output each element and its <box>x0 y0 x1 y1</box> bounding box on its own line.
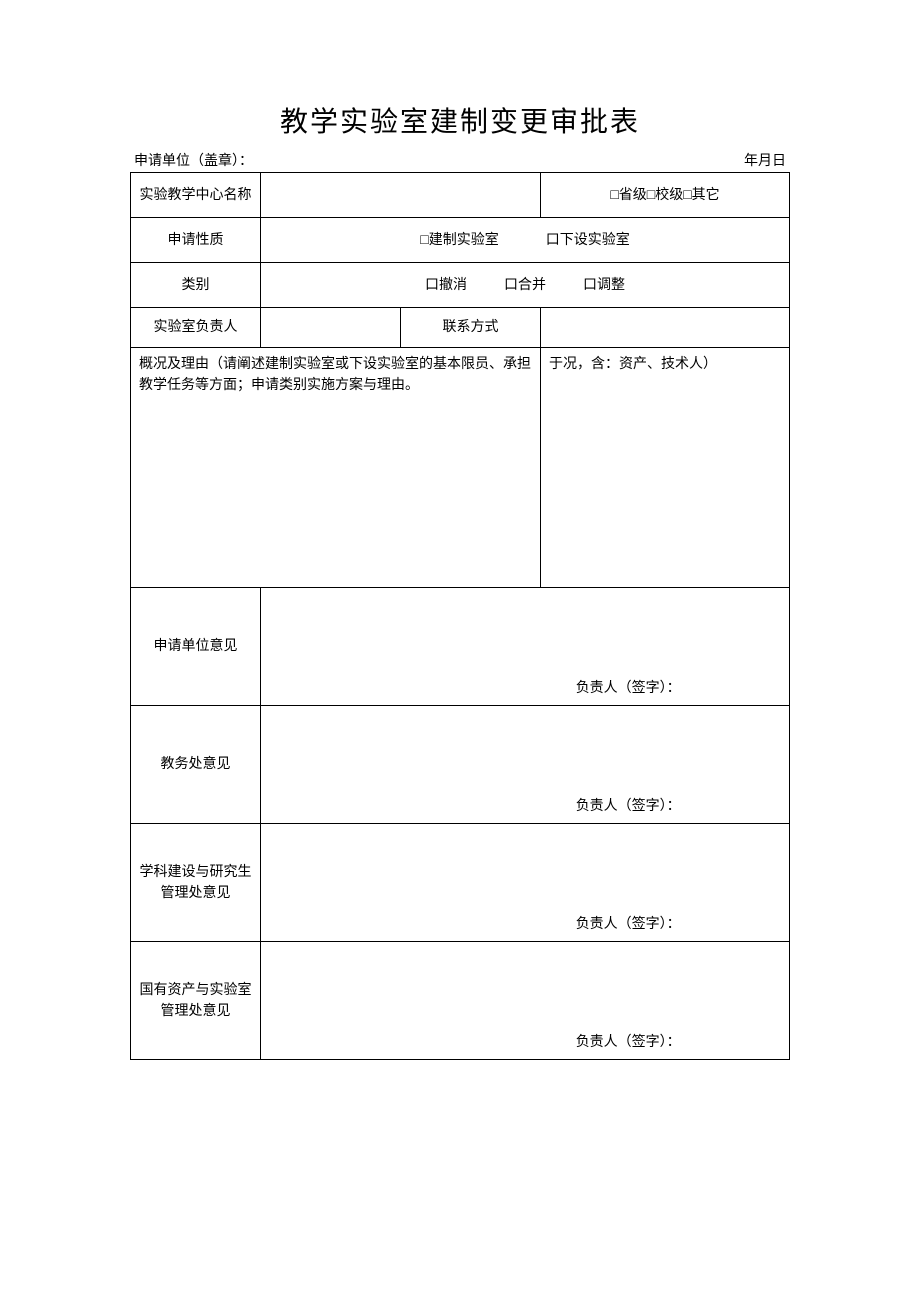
approval-table: 实验教学中心名称 □省级□校级□其它 申请性质 □建制实验室 口下设实验室 类别… <box>130 172 790 1060</box>
opinion-assets-label: 国有资产与实验室管理处意见 <box>131 942 261 1060</box>
lab-leader-label: 实验室负责人 <box>131 308 261 348</box>
row-category: 类别 口撤消 口合并 口调整 <box>131 263 790 308</box>
category-opt2: 口合并 <box>504 278 546 293</box>
lab-leader-value <box>261 308 401 348</box>
category-label: 类别 <box>131 263 261 308</box>
category-opt3: 口调整 <box>583 278 625 293</box>
opinion-discipline-label: 学科建设与研究生管理处意见 <box>131 824 261 942</box>
row-opinion-discipline: 学科建设与研究生管理处意见 负责人（签字）： <box>131 824 790 942</box>
level-options: □省级□校级□其它 <box>541 173 790 218</box>
header-row: 申请单位（盖章）： 年月日 <box>130 150 790 172</box>
sign-line-1: 负责人（签字）： <box>267 678 783 699</box>
center-name-value <box>261 173 541 218</box>
opinion-applicant-label: 申请单位意见 <box>131 588 261 706</box>
opinion-academic-content: 负责人（签字）： <box>261 706 790 824</box>
row-apply-nature: 申请性质 □建制实验室 口下设实验室 <box>131 218 790 263</box>
center-name-label: 实验教学中心名称 <box>131 173 261 218</box>
row-opinion-applicant: 申请单位意见 负责人（签字）： <box>131 588 790 706</box>
page-title: 教学实验室建制变更审批表 <box>130 100 790 140</box>
apply-nature-opt1: □建制实验室 <box>420 233 498 248</box>
sign-line-2: 负责人（签字）： <box>267 796 783 817</box>
description-right: 于况，含：资产、技术人） <box>541 348 790 588</box>
sign-line-4: 负责人（签字）： <box>267 1032 783 1053</box>
description-left: 概况及理由（请阐述建制实验室或下设实验室的基本限员、承担教学任务等方面；申请类别… <box>131 348 541 588</box>
row-center-name: 实验教学中心名称 □省级□校级□其它 <box>131 173 790 218</box>
date-label: 年月日 <box>744 150 786 170</box>
apply-nature-options: □建制实验室 口下设实验室 <box>261 218 790 263</box>
category-options: 口撤消 口合并 口调整 <box>261 263 790 308</box>
apply-nature-opt2: 口下设实验室 <box>546 233 630 248</box>
opinion-applicant-content: 负责人（签字）： <box>261 588 790 706</box>
row-opinion-academic: 教务处意见 负责人（签字）： <box>131 706 790 824</box>
opinion-assets-content: 负责人（签字）： <box>261 942 790 1060</box>
opinion-discipline-content: 负责人（签字）： <box>261 824 790 942</box>
row-lab-leader: 实验室负责人 联系方式 <box>131 308 790 348</box>
contact-label: 联系方式 <box>401 308 541 348</box>
category-opt1: 口撤消 <box>425 278 467 293</box>
row-opinion-assets: 国有资产与实验室管理处意见 负责人（签字）： <box>131 942 790 1060</box>
applicant-unit-label: 申请单位（盖章）： <box>134 150 253 170</box>
row-description: 概况及理由（请阐述建制实验室或下设实验室的基本限员、承担教学任务等方面；申请类别… <box>131 348 790 588</box>
sign-line-3: 负责人（签字）： <box>267 914 783 935</box>
contact-value <box>541 308 790 348</box>
apply-nature-label: 申请性质 <box>131 218 261 263</box>
opinion-academic-label: 教务处意见 <box>131 706 261 824</box>
